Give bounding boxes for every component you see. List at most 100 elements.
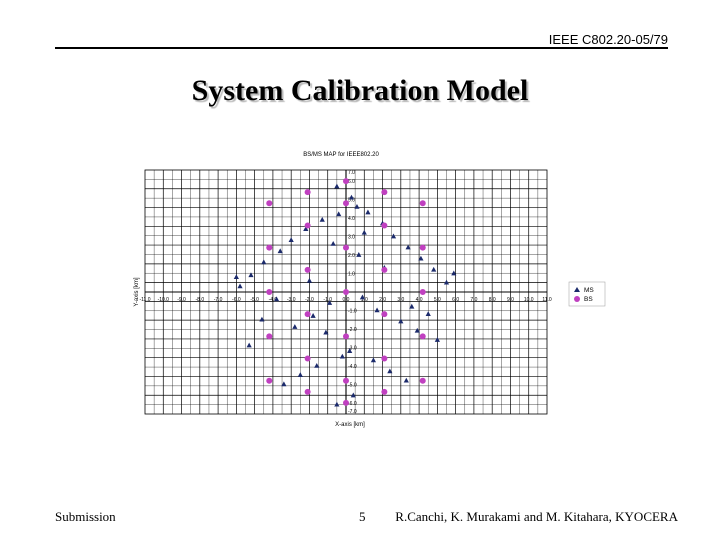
ms-point bbox=[319, 216, 325, 222]
x-tick-label: -9.0 bbox=[177, 297, 186, 303]
x-tick-label: -7.0 bbox=[214, 297, 223, 303]
ms-point bbox=[390, 233, 397, 239]
footer-authors: R.Canchi, K. Murakami and M. Kitahara, K… bbox=[395, 509, 678, 524]
bs-point bbox=[381, 266, 388, 273]
legend-ms-marker bbox=[574, 287, 580, 292]
ms-point bbox=[339, 353, 345, 359]
x-tick-label: 11.0 bbox=[542, 297, 552, 303]
bs-point bbox=[381, 388, 388, 395]
bs-point bbox=[419, 200, 426, 207]
ms-point bbox=[356, 252, 362, 257]
ms-point bbox=[359, 294, 366, 300]
footer-submission: Submission bbox=[55, 509, 116, 524]
y-tick-label: 4.0 bbox=[348, 216, 355, 222]
bs-point bbox=[343, 289, 349, 295]
y-tick-label: -5.0 bbox=[348, 382, 357, 388]
data-points bbox=[233, 178, 457, 407]
bs-point bbox=[343, 200, 349, 207]
ms-point bbox=[310, 313, 316, 318]
ms-point bbox=[288, 237, 294, 243]
bs-point bbox=[343, 333, 349, 340]
x-tick-label: -3.0 bbox=[287, 297, 296, 303]
ms-point bbox=[246, 342, 252, 348]
bs-point bbox=[304, 266, 311, 273]
y-tick-label: 7.0 bbox=[348, 170, 355, 176]
document-id: IEEE C802.20-05/79 bbox=[548, 32, 668, 47]
y-tick-label: -6.0 bbox=[348, 401, 357, 407]
bs-point bbox=[304, 222, 311, 229]
bs-point bbox=[381, 222, 388, 229]
x-tick-label: 3.0 bbox=[397, 297, 404, 303]
ms-point bbox=[314, 362, 320, 368]
bs-point bbox=[266, 244, 273, 251]
y-tick-label: -3.0 bbox=[348, 345, 357, 351]
x-tick-label: -1.0 bbox=[323, 297, 332, 303]
x-tick-label: 2.0 bbox=[379, 297, 386, 303]
legend-ms-label: MS bbox=[584, 287, 594, 294]
ms-point bbox=[248, 272, 254, 278]
bs-point bbox=[381, 189, 388, 196]
y-tick-label: 3.0 bbox=[348, 235, 355, 241]
ms-point bbox=[434, 337, 440, 342]
ms-point bbox=[334, 401, 340, 407]
ms-point bbox=[303, 226, 309, 231]
bs-point bbox=[304, 189, 311, 196]
ms-point bbox=[409, 303, 415, 309]
y-tick-label: -4.0 bbox=[348, 364, 357, 370]
bs-point bbox=[343, 377, 349, 384]
ms-point bbox=[403, 377, 409, 383]
bs-point bbox=[266, 289, 273, 295]
x-tick-label: -11.0 bbox=[139, 297, 150, 303]
ms-point bbox=[418, 255, 424, 261]
y-tick-label: -2.0 bbox=[348, 327, 357, 333]
ms-point bbox=[297, 372, 303, 377]
y-tick-label: 2.0 bbox=[348, 253, 355, 259]
ms-point bbox=[334, 183, 340, 189]
ms-point bbox=[431, 266, 437, 272]
bs-point bbox=[419, 377, 426, 384]
x-tick-label: 8.0 bbox=[489, 297, 496, 303]
ms-point bbox=[233, 274, 239, 280]
bs-point bbox=[419, 333, 426, 340]
ms-point bbox=[425, 311, 431, 316]
bs-point bbox=[343, 399, 349, 406]
ms-point bbox=[261, 259, 267, 265]
chart-title: BS/MS MAP for IEEE802.20 bbox=[303, 152, 379, 158]
ms-point bbox=[374, 307, 380, 313]
ms-point bbox=[398, 318, 404, 324]
x-tick-labels: -11.0 -10.0 -9.0 -8.0 -7.0 -6.0 -5.0 -4.0 -3.0 -2… bbox=[139, 297, 551, 303]
x-tick-label: 9.0 bbox=[507, 297, 514, 303]
bs-point bbox=[343, 178, 349, 185]
ms-point bbox=[330, 240, 336, 246]
ms-point bbox=[354, 203, 360, 209]
footer-page-number: 5 bbox=[359, 509, 366, 524]
ms-point bbox=[347, 348, 353, 353]
x-tick-label: 5.0 bbox=[434, 297, 441, 303]
legend-bs-marker bbox=[574, 296, 580, 302]
y-tick-labels: 7.0 6.0 5.0 4.0 3.0 2.0 1.0 -1.0 -2.0 -3.0 -4.0 -5.… bbox=[348, 170, 357, 415]
legend-bs-label: BS bbox=[584, 296, 593, 303]
ms-point bbox=[281, 381, 287, 387]
ms-point bbox=[361, 229, 367, 235]
bs-point bbox=[381, 355, 388, 362]
y-tick-label: 6.0 bbox=[348, 179, 355, 185]
bs-point bbox=[266, 333, 273, 340]
x-tick-label: 1.0 bbox=[361, 297, 368, 303]
ms-point bbox=[277, 248, 283, 254]
x-tick-label: 4.0 bbox=[416, 297, 423, 303]
y-tick-label: -1.0 bbox=[348, 308, 357, 314]
ms-point bbox=[273, 296, 280, 302]
bs-point bbox=[266, 200, 273, 207]
header-rule bbox=[55, 47, 668, 49]
ms-point bbox=[259, 316, 265, 322]
x-tick-label: -10.0 bbox=[158, 297, 170, 303]
x-axis-label: X-axis [km] bbox=[335, 422, 365, 428]
ms-point bbox=[306, 277, 313, 283]
bs-point bbox=[304, 355, 311, 362]
y-tick-label: 5.0 bbox=[348, 198, 355, 204]
x-tick-label: -6.0 bbox=[232, 297, 241, 303]
ms-point bbox=[237, 283, 243, 289]
ms-point bbox=[405, 244, 411, 250]
bs-point bbox=[304, 311, 311, 318]
